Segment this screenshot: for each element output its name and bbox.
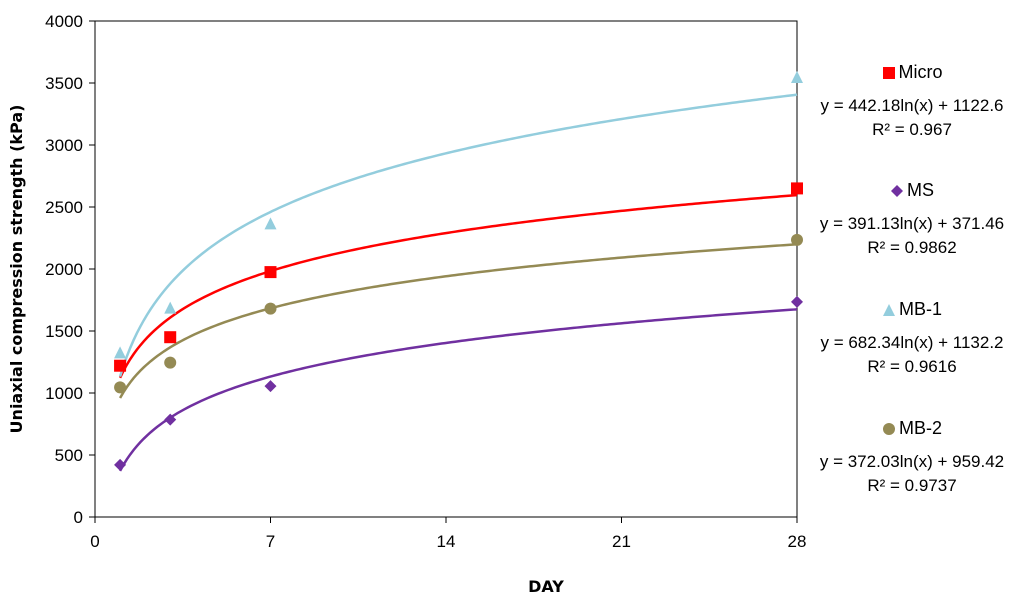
x-tick-label: 28 xyxy=(788,532,807,551)
data-point-ms xyxy=(164,413,177,426)
data-point-micro xyxy=(264,266,277,279)
data-point-ms xyxy=(791,295,803,308)
x-tick-label: 21 xyxy=(612,532,631,551)
data-point-mb-2 xyxy=(264,302,277,315)
data-point-ms xyxy=(264,380,277,393)
equation-ms: y = 391.13ln(x) + 371.46 xyxy=(819,214,1005,233)
legend-entry-ms: MS y = 391.13ln(x) + 371.46 R² = 0.9862 xyxy=(800,180,1024,260)
data-point-micro xyxy=(164,331,177,344)
equation-mb2: y = 372.03ln(x) + 959.42 xyxy=(819,452,1005,471)
data-point-mb-1 xyxy=(114,346,127,359)
trendline-mb-2 xyxy=(118,243,798,399)
x-tick-label: 0 xyxy=(90,532,99,551)
data-point-mb-2 xyxy=(114,381,127,394)
data-point-micro xyxy=(114,359,127,372)
circle-marker-icon xyxy=(882,423,895,436)
y-axis-title: Uniaxial compression strength (kPa) xyxy=(7,105,26,434)
legend: Micro y = 442.18ln(x) + 1122.6 R² = 0.96… xyxy=(800,0,1024,604)
y-tick-label: 1500 xyxy=(45,322,83,341)
y-tick-label: 1000 xyxy=(45,384,83,403)
trendline-micro xyxy=(118,193,798,379)
square-marker-icon xyxy=(882,67,895,80)
y-tick-label: 2500 xyxy=(45,198,83,217)
data-point-ms xyxy=(114,458,127,471)
r2-mb2: R² = 0.9737 xyxy=(867,476,957,495)
x-tick-label: 7 xyxy=(266,532,275,551)
legend-label-micro: Micro xyxy=(898,62,943,82)
plot-area xyxy=(94,20,798,518)
data-point-mb-2 xyxy=(164,356,177,369)
equation-micro: y = 442.18ln(x) + 1122.6 xyxy=(820,96,1004,115)
y-tick-label: 2000 xyxy=(45,260,83,279)
y-tick-label: 0 xyxy=(74,508,83,527)
trendline-ms xyxy=(118,308,798,472)
legend-entry-mb2: MB-2 y = 372.03ln(x) + 959.42 R² = 0.973… xyxy=(800,418,1024,498)
x-tick-label: 14 xyxy=(437,532,456,551)
y-tick-label: 3000 xyxy=(45,136,83,155)
legend-entry-micro: Micro y = 442.18ln(x) + 1122.6 R² = 0.96… xyxy=(800,62,1024,142)
equation-mb1: y = 682.34ln(x) + 1132.2 xyxy=(820,333,1004,352)
legend-entry-mb1: MB-1 y = 682.34ln(x) + 1132.2 R² = 0.961… xyxy=(800,299,1024,379)
r2-micro: R² = 0.967 xyxy=(872,120,952,139)
y-tick-label: 3500 xyxy=(45,74,83,93)
legend-label-mb1: MB-1 xyxy=(898,299,942,319)
r2-mb1: R² = 0.9616 xyxy=(867,357,957,376)
y-tick-label: 500 xyxy=(55,446,83,465)
legend-label-ms: MS xyxy=(907,180,934,200)
legend-label-mb2: MB-2 xyxy=(898,418,942,438)
data-point-mb-1 xyxy=(164,301,177,314)
data-point-micro xyxy=(791,182,803,195)
x-axis-title: DAY xyxy=(528,577,564,596)
data-point-mb-1 xyxy=(264,217,277,230)
diamond-marker-icon xyxy=(891,185,903,198)
trendline-mb-1 xyxy=(118,93,798,377)
r2-ms: R² = 0.9862 xyxy=(867,238,957,257)
data-point-mb-2 xyxy=(791,233,803,246)
triangle-marker-icon xyxy=(882,304,895,317)
data-point-mb-1 xyxy=(791,71,803,84)
y-tick-label: 4000 xyxy=(45,12,83,31)
